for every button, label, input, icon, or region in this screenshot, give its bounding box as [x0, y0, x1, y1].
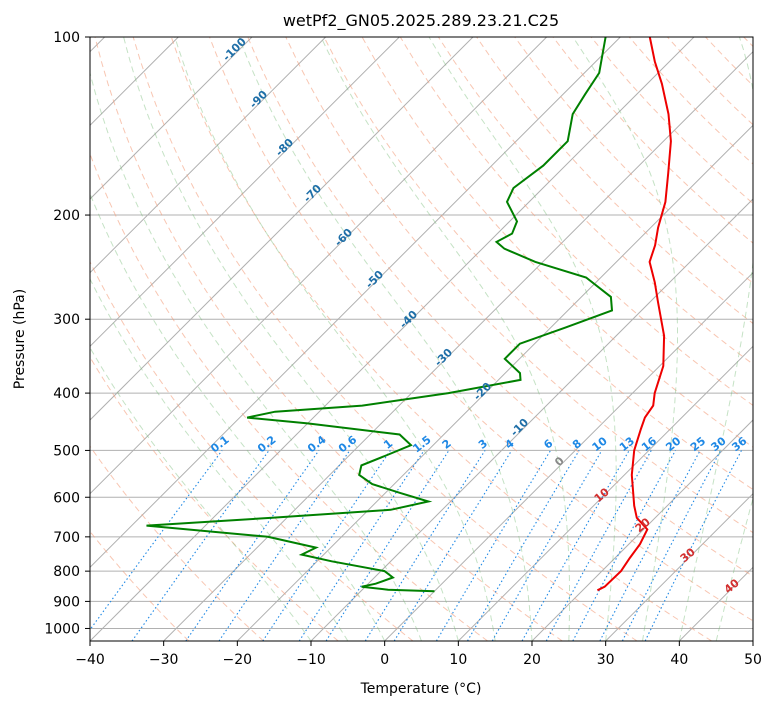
temperature-profile-line — [596, 37, 672, 592]
mixing-ratio-line — [545, 450, 652, 641]
x-tick-label: 20 — [523, 652, 541, 668]
x-tick-label: 50 — [744, 652, 762, 668]
x-tick-label: 10 — [449, 652, 467, 668]
moist-adiabat-line — [715, 496, 753, 641]
dry-adiabat-line — [94, 37, 563, 641]
mixing-ratio-line — [572, 450, 676, 641]
x-tick-label: 40 — [670, 652, 688, 668]
dry-adiabat-line — [514, 37, 753, 284]
x-tick-label: 0 — [380, 652, 389, 668]
x-axis-label: Temperature (°C) — [360, 681, 482, 697]
plot-frame — [89, 36, 754, 642]
mixing-ratio-line — [298, 450, 425, 641]
dry-adiabat-line — [285, 37, 753, 534]
axes: −40 −30 −20 −10 0 10 20 30 40 50 100 200 300 400 500 60… — [44, 30, 762, 668]
dry-adiabat-line — [170, 37, 712, 641]
isotherm-line — [90, 37, 548, 495]
moist-adiabat-line — [238, 37, 533, 641]
dry-adiabat-line — [90, 356, 339, 641]
x-tick-label: −10 — [296, 652, 326, 668]
y-tick-label: 300 — [53, 312, 80, 328]
y-tick-label: 100 — [53, 30, 80, 46]
y-axis-label: Pressure (hPa) — [12, 289, 28, 389]
isotherm-line — [457, 345, 753, 641]
moist-adiabat-line — [320, 37, 570, 641]
isotherm-line — [90, 37, 621, 569]
y-tick-label: 200 — [53, 208, 80, 224]
moist-adiabat-line — [90, 277, 349, 641]
mixing-ratio-line — [262, 450, 391, 641]
moist-adiabat-line — [90, 71, 422, 641]
mixing-ratio-line — [621, 450, 722, 641]
isotherm-line — [90, 37, 695, 641]
isotherm-line — [163, 50, 753, 641]
dry-adiabat-line — [247, 37, 753, 577]
dry-adiabat-line — [323, 37, 753, 491]
dry-adiabat-line — [209, 37, 753, 622]
moist-adiabat-line — [678, 37, 753, 641]
data-layer — [146, 37, 672, 593]
isotherm-line — [384, 271, 753, 641]
y-tick-label: 600 — [53, 490, 80, 506]
moist-adiabat-line — [174, 37, 496, 641]
moist-adiabat-line — [428, 37, 617, 641]
y-tick-label: 1000 — [44, 621, 80, 637]
x-tick-label: −20 — [223, 652, 253, 668]
grid-layer — [90, 37, 753, 641]
moist-adiabat-line — [572, 37, 678, 641]
mixing-ratio-line — [218, 450, 351, 641]
mixing-ratio-line — [90, 450, 223, 631]
x-tick-label: −30 — [149, 652, 179, 668]
mixing-ratio-line — [644, 450, 742, 641]
moist-adiabat-line — [90, 192, 386, 641]
moist-adiabat-line — [90, 346, 312, 641]
y-tick-label: 500 — [53, 443, 80, 459]
moist-adiabat-line — [123, 37, 459, 641]
isotherm-line — [90, 37, 253, 200]
isotherm-line — [531, 419, 753, 641]
y-tick-label: 800 — [53, 564, 80, 580]
y-tick-label: 700 — [53, 530, 80, 546]
dewpoint-profile-line — [146, 37, 614, 593]
y-tick-label: 400 — [53, 386, 80, 402]
chart-title: wetPf2_GN05.2025.289.23.21.C25 — [283, 11, 559, 31]
mixing-ratio-line — [521, 450, 630, 641]
isotherm-line — [90, 37, 400, 348]
isotherm-line — [90, 37, 327, 274]
mixing-ratio-line — [325, 450, 450, 641]
mixing-ratio-line — [185, 450, 320, 641]
mixing-ratio-line — [131, 450, 270, 641]
x-tick-label: 30 — [597, 652, 615, 668]
mixing-ratio-line — [393, 450, 513, 641]
dry-adiabat-line — [90, 445, 264, 641]
y-tick-label: 900 — [53, 594, 80, 610]
isotherm-line — [236, 124, 753, 641]
dry-adiabat-line — [476, 37, 753, 325]
dry-adiabat-line — [132, 37, 638, 641]
dry-adiabat-line — [90, 260, 414, 641]
isotherm-line — [90, 37, 474, 421]
x-tick-label: −40 — [75, 652, 105, 668]
isotherm-line — [605, 492, 753, 641]
